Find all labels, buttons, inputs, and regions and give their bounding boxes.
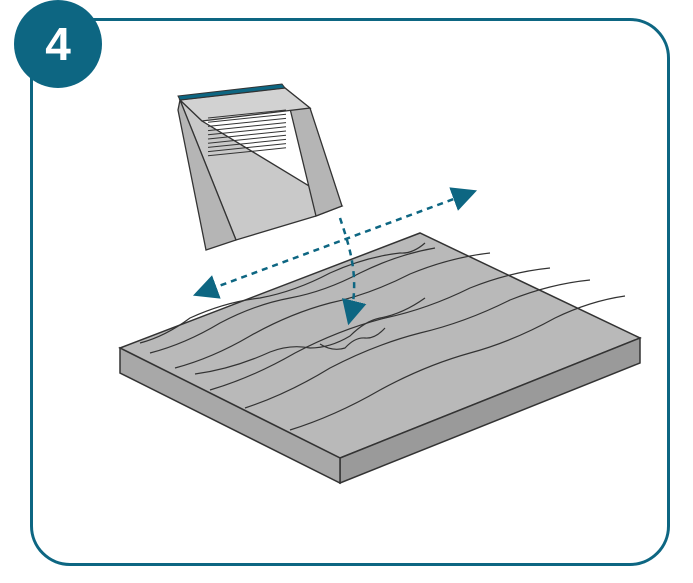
step-badge: 4 <box>14 0 102 88</box>
step-number: 4 <box>45 17 71 71</box>
step-diagram <box>30 18 670 566</box>
